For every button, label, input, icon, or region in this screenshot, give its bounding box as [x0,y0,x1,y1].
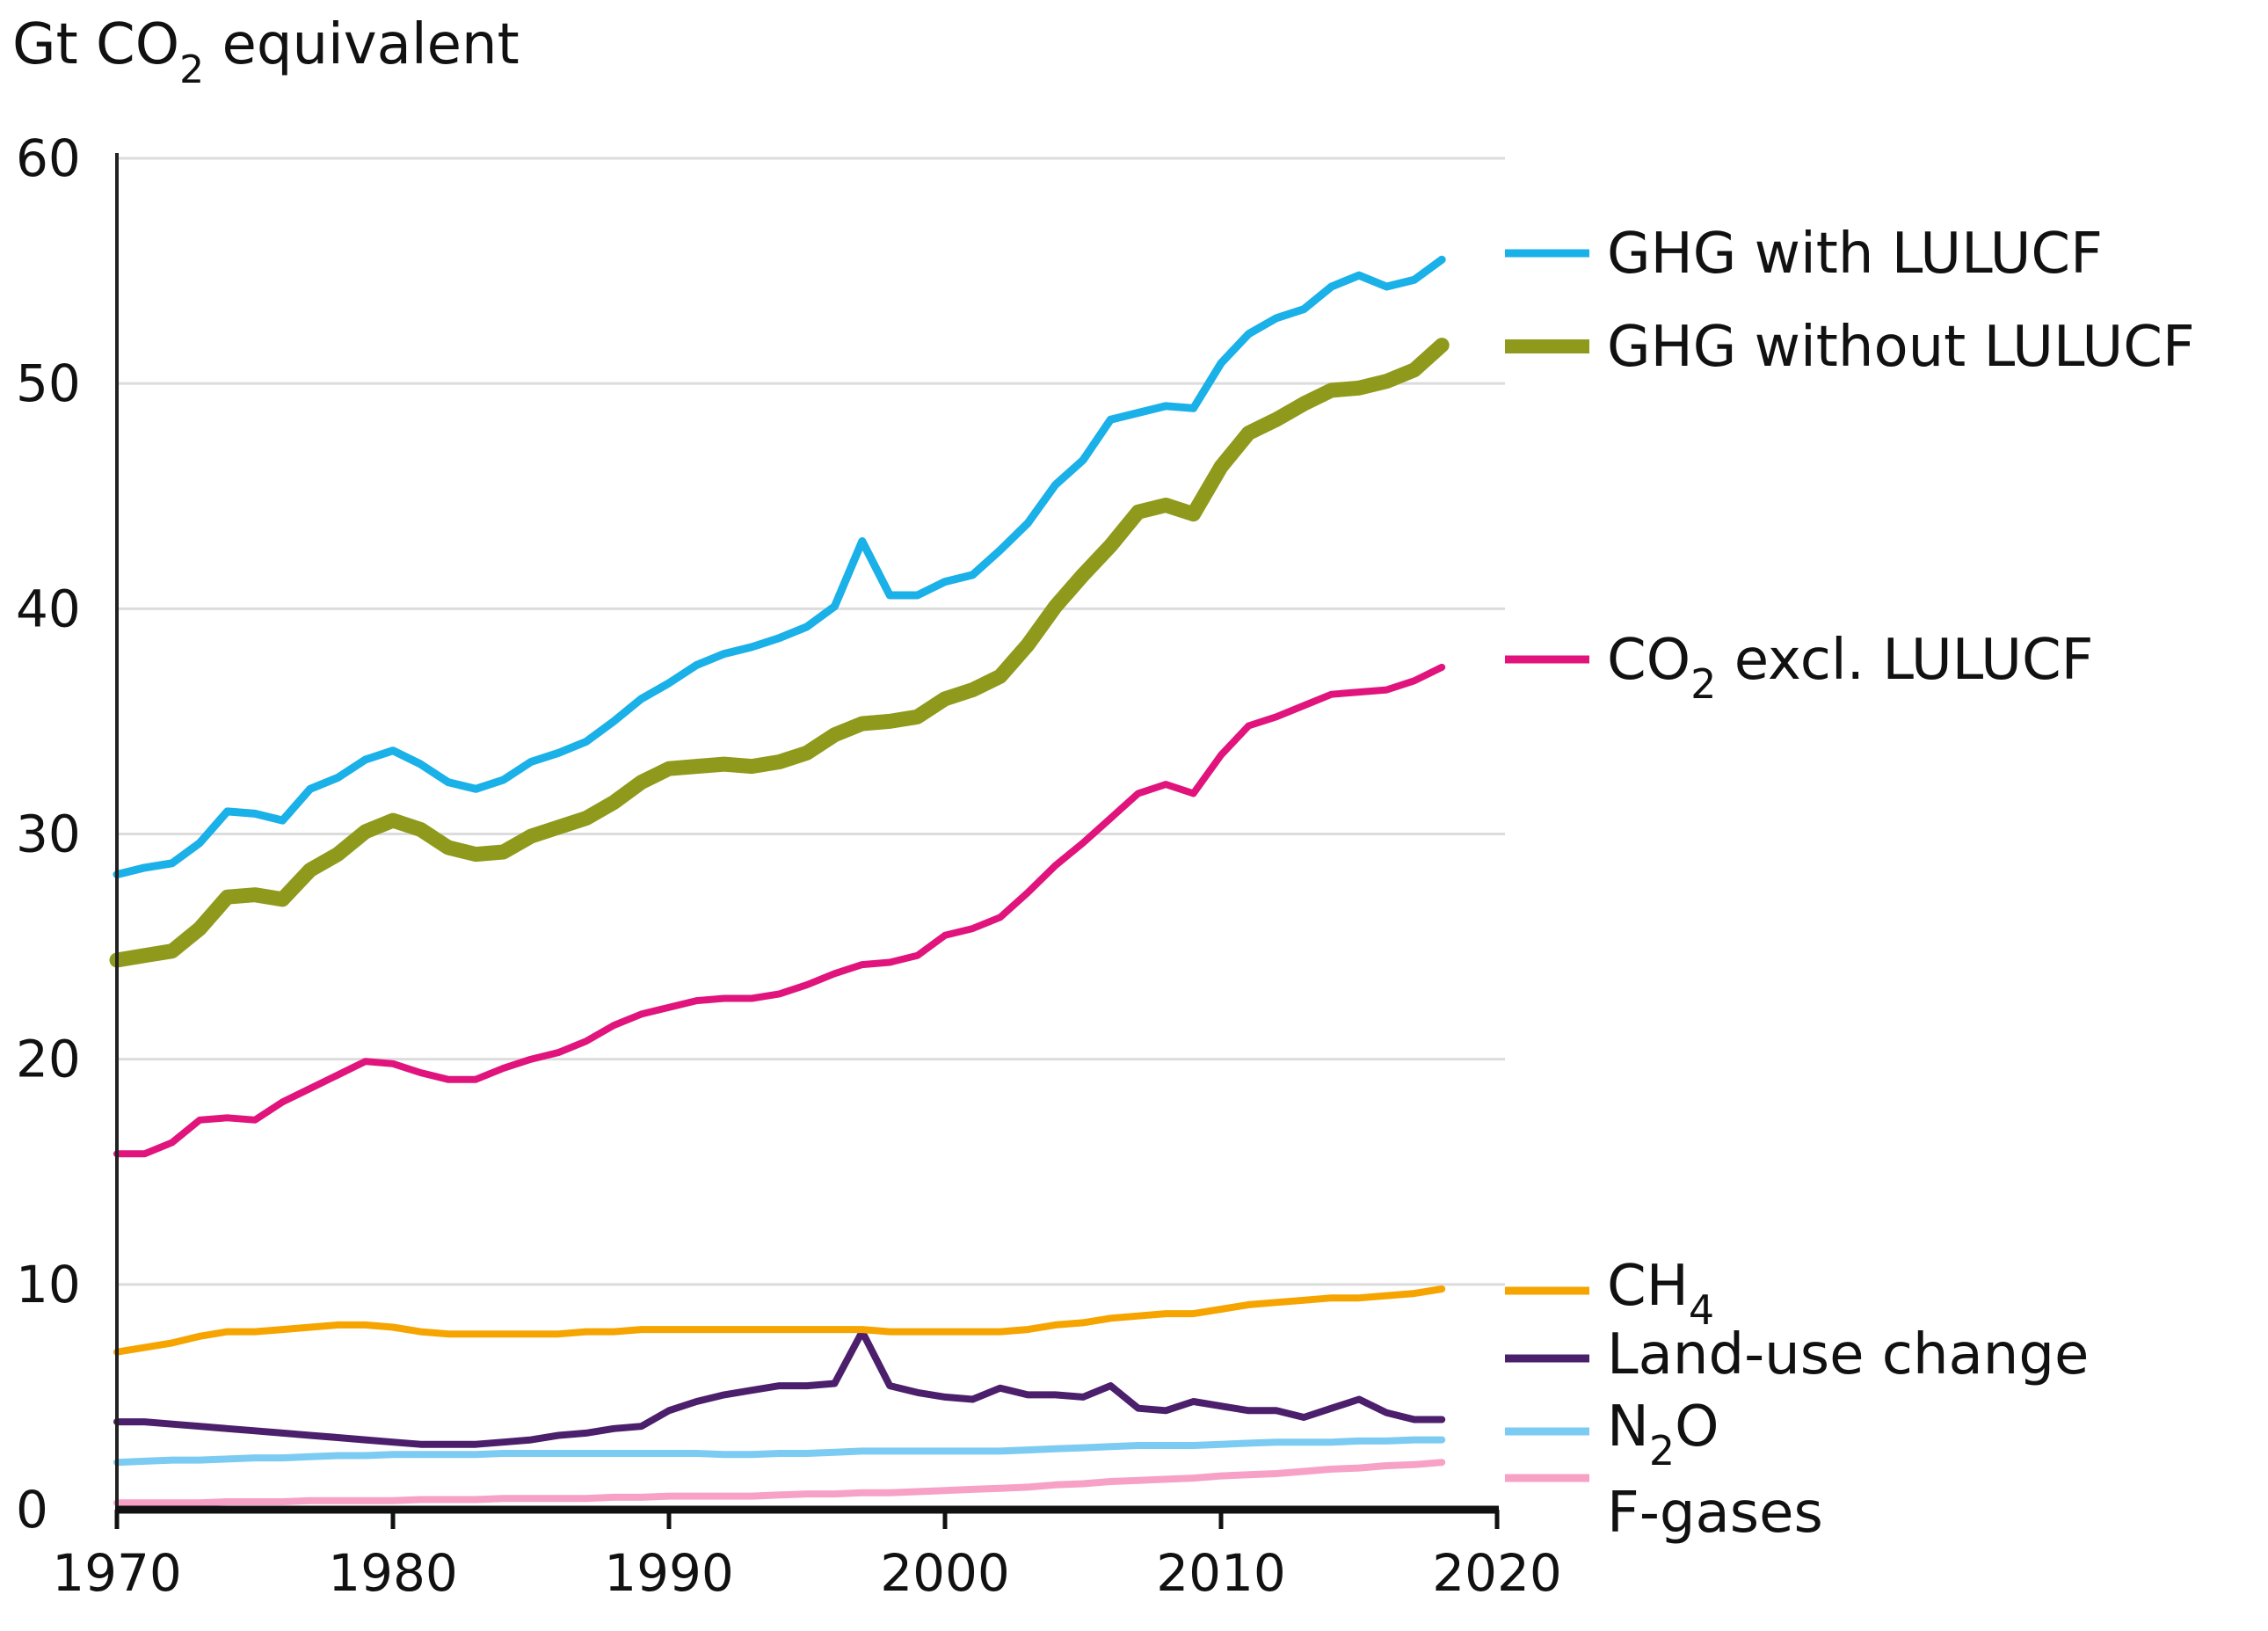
legend-label-n2o: N2O [1607,1394,1719,1474]
legend-label-text: GHG with LULUCF [1607,222,2103,287]
legend-label-fgas: F-gases [1607,1481,1823,1546]
series-line-ghg-with [113,255,1446,879]
legend-label-co2: CO2 excl. LULUCF [1607,628,2093,708]
x-tick-label: 1970 [52,1543,182,1603]
y-axis-label-subscript: 2 [179,47,204,92]
x-tick-label: 2020 [1432,1543,1562,1603]
y-tick-label: 0 [16,1480,48,1540]
y-axis-label-suffix: equivalent [204,12,520,77]
y-tick-label: 50 [16,353,81,413]
axes: 0 10 20 30 40 50 60 1970 1980 1990 2000 2010 2020 [16,128,1562,1603]
series-lines [109,255,1450,1507]
y-tick-label: 20 [16,1030,81,1089]
y-tick-label: 40 [16,579,81,638]
legend-label-text-after: O [1675,1394,1719,1460]
series-line-ghg-without [109,338,1450,968]
x-tick-label: 2000 [880,1543,1010,1603]
x-tick-label: 2010 [1156,1543,1286,1603]
series-line-co2 [113,663,1446,1158]
y-tick-label: 60 [16,128,81,188]
legend-label-text: CO [1607,628,1690,693]
legend-label-subscript: 2 [1649,1427,1675,1474]
gridlines [117,157,1505,1286]
legend-label-text-after: excl. LULUCF [1716,628,2093,693]
legend-label-ghg-with: GHG with LULUCF [1607,222,2103,287]
series-line-n2o [113,1436,1446,1467]
legend-label-text: N [1607,1394,1649,1460]
legend-label-subscript: 2 [1690,660,1716,708]
legend-label-text: GHG without LULUCF [1607,315,2195,380]
y-tick-label: 10 [16,1255,81,1314]
x-tick-label: 1980 [328,1543,458,1603]
legend-label-subscript: 4 [1689,1286,1714,1334]
legend-label-text: CH [1607,1254,1689,1319]
legend-label-text: Land-use change [1607,1322,2089,1387]
x-tick-label: 1990 [604,1543,734,1603]
y-axis-label: Gt CO2 equivalent [12,12,520,92]
legend-label-ch4: CH4 [1607,1254,1714,1334]
legend-label-text: F-gases [1607,1481,1823,1546]
legend-label-ghg-without: GHG without LULUCF [1607,315,2195,380]
series-line-luc [113,1328,1446,1448]
y-tick-label: 30 [16,805,81,864]
y-axis-label-prefix: Gt CO [12,12,179,77]
series-line-ch4 [113,1285,1446,1356]
series-line-fgas [113,1459,1446,1507]
legend-label-luc: Land-use change [1607,1322,2089,1387]
